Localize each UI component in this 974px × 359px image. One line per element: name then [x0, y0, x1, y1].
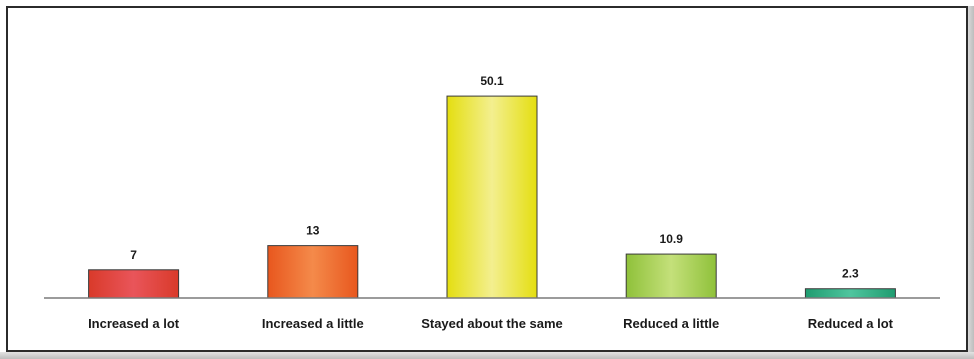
category-label-4: Reduced a little: [623, 316, 719, 331]
category-label-5: Reduced a lot: [808, 316, 894, 331]
category-label-1: Increased a lot: [88, 316, 180, 331]
bar-3: [446, 95, 538, 299]
data-label-5: 2.3: [842, 267, 859, 281]
data-label-2: 13: [306, 224, 320, 238]
bar-2: [267, 245, 359, 299]
bar-1: [88, 269, 180, 299]
data-label-1: 7: [130, 248, 137, 262]
category-label-2: Increased a little: [262, 316, 364, 331]
bar-4: [625, 253, 717, 299]
frame-shadow-right: [968, 6, 974, 359]
bar-5: [804, 288, 896, 299]
data-label-4: 10.9: [660, 232, 684, 246]
frame-shadow-bottom: [0, 352, 974, 359]
data-label-3: 50.1: [480, 74, 504, 88]
category-label-3: Stayed about the same: [421, 316, 563, 331]
